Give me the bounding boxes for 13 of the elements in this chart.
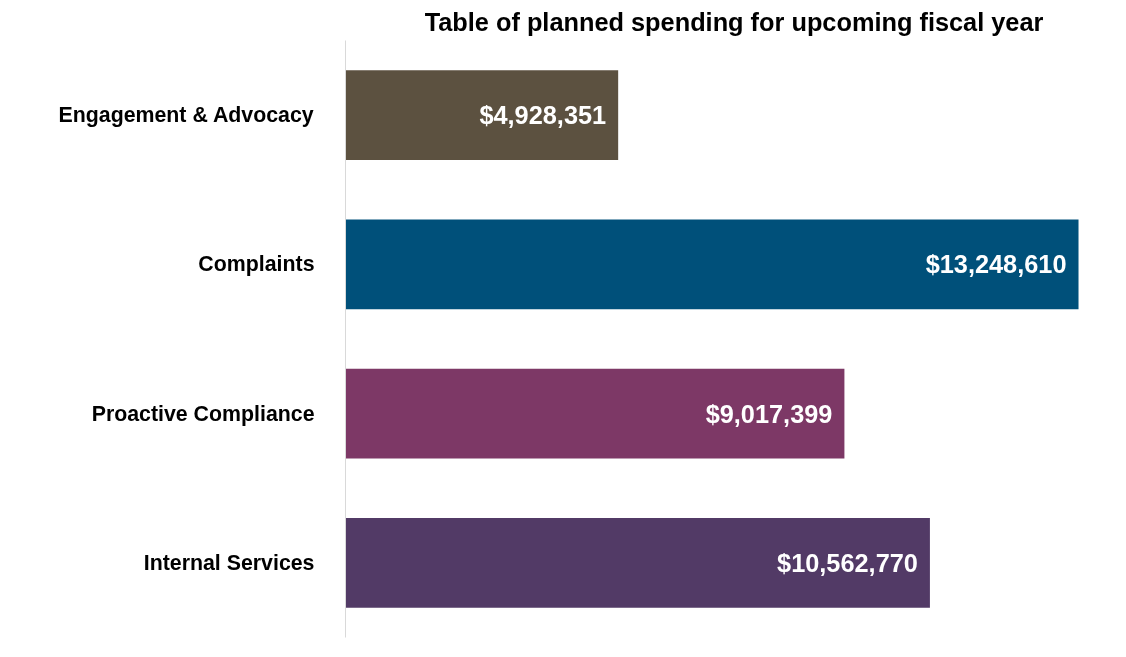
bar [345, 518, 930, 608]
y-tick-label: Proactive Compliance [91, 401, 315, 426]
bar [345, 70, 619, 160]
data-label: $13,248,610 [925, 250, 1067, 279]
y-tick-label: Engagement & Advocacy [58, 103, 314, 128]
data-label: $9,017,399 [705, 399, 833, 428]
data-label: $4,928,351 [479, 101, 607, 130]
bar [345, 368, 845, 459]
bar [345, 219, 1079, 310]
data-label: $10,562,770 [777, 548, 918, 577]
chart-title: Table of planned spending for upcoming fiscal year [424, 7, 1044, 36]
y-tick-label: Complaints [198, 252, 315, 277]
y-tick-label: Internal Services [143, 550, 315, 575]
